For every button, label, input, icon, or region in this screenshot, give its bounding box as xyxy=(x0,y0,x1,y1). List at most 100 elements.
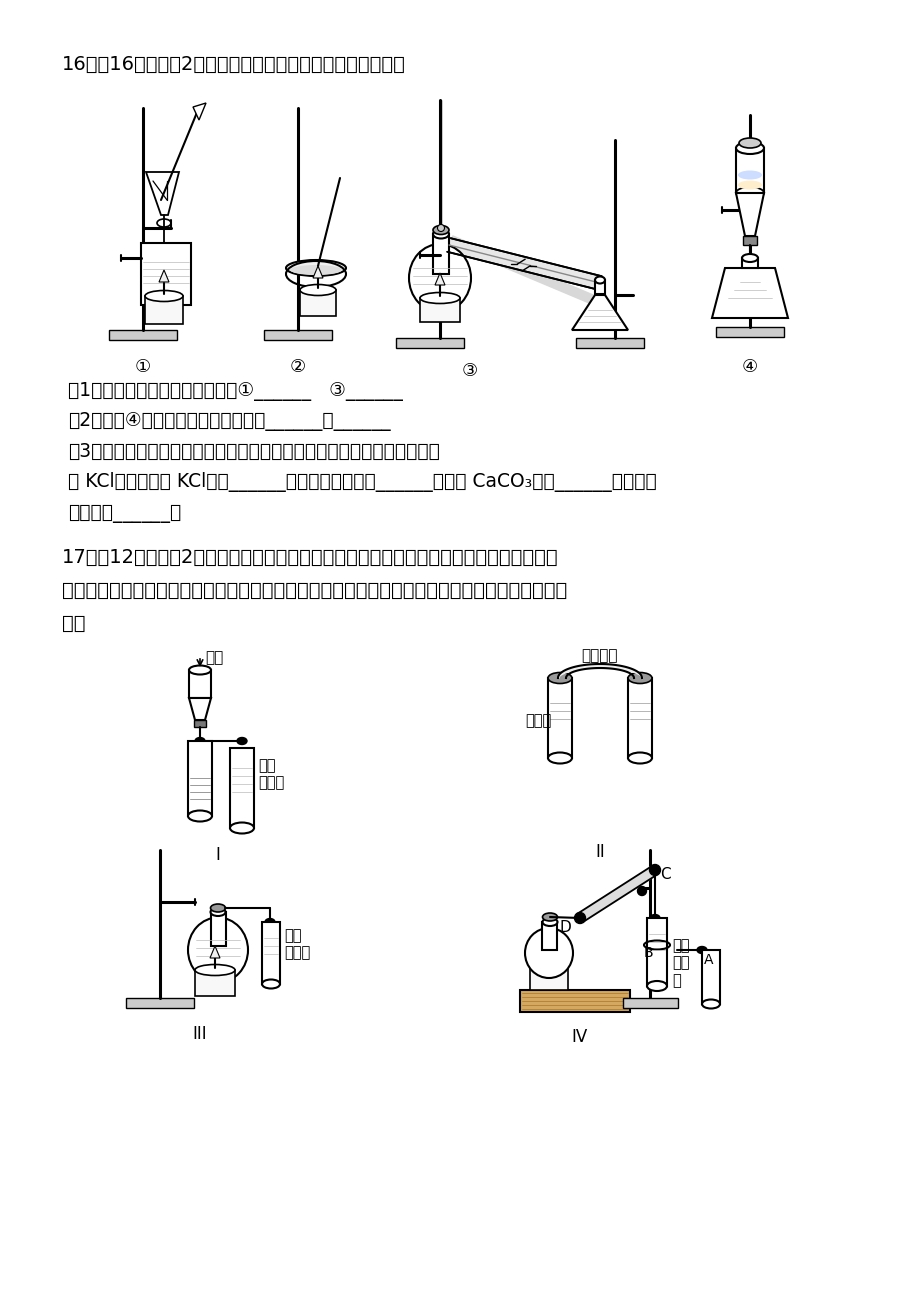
Ellipse shape xyxy=(210,904,225,911)
Ellipse shape xyxy=(433,229,448,238)
Polygon shape xyxy=(146,172,179,215)
Text: ①: ① xyxy=(135,358,151,376)
Polygon shape xyxy=(448,236,605,309)
Bar xyxy=(210,911,226,947)
Text: 盐酸: 盐酸 xyxy=(205,650,223,665)
Bar xyxy=(395,339,463,348)
Ellipse shape xyxy=(187,918,248,983)
Text: 质量相等: 质量相等 xyxy=(581,648,618,663)
Text: （1）写出图中实验操作的名称：①______   ③______: （1）写出图中实验操作的名称：①______ ③______ xyxy=(68,381,403,401)
Text: B: B xyxy=(643,947,652,960)
Bar xyxy=(742,258,757,268)
Ellipse shape xyxy=(437,224,444,232)
Text: 从 KCl溶液中获取 KCl晶体______；从海水中提取水______；分离 CaCO₃和水______；分离植: 从 KCl溶液中获取 KCl晶体______；从海水中提取水______；分离 … xyxy=(68,473,656,492)
Bar xyxy=(743,236,756,245)
Ellipse shape xyxy=(529,961,567,971)
Bar xyxy=(187,741,211,816)
Text: 澳清
石灰
水: 澳清 石灰 水 xyxy=(671,937,688,988)
Text: I: I xyxy=(215,846,221,865)
Ellipse shape xyxy=(289,266,342,275)
Text: 澳清
石灰水: 澳清 石灰水 xyxy=(257,758,284,790)
Ellipse shape xyxy=(262,979,279,988)
Bar xyxy=(541,922,556,950)
Ellipse shape xyxy=(735,187,763,199)
Text: ④: ④ xyxy=(741,358,757,376)
Ellipse shape xyxy=(548,673,572,684)
Ellipse shape xyxy=(628,673,652,684)
Ellipse shape xyxy=(738,138,760,148)
Bar xyxy=(264,329,332,340)
Ellipse shape xyxy=(548,753,572,763)
Bar xyxy=(188,671,210,698)
Ellipse shape xyxy=(737,181,761,190)
Bar xyxy=(300,290,335,316)
Polygon shape xyxy=(188,698,210,720)
Polygon shape xyxy=(193,103,206,120)
Ellipse shape xyxy=(742,254,757,262)
Polygon shape xyxy=(572,296,628,329)
Ellipse shape xyxy=(188,665,210,674)
Ellipse shape xyxy=(637,887,646,896)
Ellipse shape xyxy=(573,913,584,923)
Ellipse shape xyxy=(433,225,448,234)
Ellipse shape xyxy=(265,918,275,926)
Bar xyxy=(108,329,176,340)
Text: D: D xyxy=(560,921,571,935)
Bar xyxy=(622,999,677,1008)
Bar xyxy=(141,243,191,305)
Bar xyxy=(126,999,194,1008)
Ellipse shape xyxy=(737,171,761,180)
Ellipse shape xyxy=(420,293,460,303)
Text: 示。: 示。 xyxy=(62,615,85,633)
Bar xyxy=(433,234,448,273)
Bar xyxy=(145,296,183,324)
Polygon shape xyxy=(735,193,763,236)
Text: 澳清
石灰水: 澳清 石灰水 xyxy=(284,928,310,961)
Bar xyxy=(735,148,763,193)
Ellipse shape xyxy=(735,142,763,154)
Text: II: II xyxy=(595,842,604,861)
Ellipse shape xyxy=(649,865,660,875)
Text: A: A xyxy=(703,953,713,967)
Text: ②: ② xyxy=(289,358,306,376)
Polygon shape xyxy=(210,947,220,958)
Ellipse shape xyxy=(701,1000,720,1009)
Text: 稀盐酸: 稀盐酸 xyxy=(525,713,550,728)
Bar xyxy=(519,990,630,1012)
Ellipse shape xyxy=(237,737,246,745)
Ellipse shape xyxy=(646,980,666,991)
Ellipse shape xyxy=(542,913,557,921)
Bar xyxy=(194,720,206,727)
Bar xyxy=(628,678,652,758)
Text: 物油和水______。: 物油和水______。 xyxy=(68,504,181,523)
Text: ③: ③ xyxy=(461,362,478,380)
Bar xyxy=(715,327,783,337)
Polygon shape xyxy=(543,941,553,953)
Bar xyxy=(230,749,254,828)
Bar xyxy=(262,922,279,984)
Text: （3）下列实验需要在哪套装置中进行：（填序号，每套装置仅使用一次）: （3）下列实验需要在哪套装置中进行：（填序号，每套装置仅使用一次） xyxy=(68,441,439,461)
Bar xyxy=(529,966,567,990)
Ellipse shape xyxy=(542,918,557,926)
Bar xyxy=(701,950,720,1004)
Ellipse shape xyxy=(286,260,346,276)
Text: III: III xyxy=(192,1025,207,1043)
Polygon shape xyxy=(577,866,657,922)
Bar xyxy=(595,280,605,294)
Bar xyxy=(575,339,643,348)
Ellipse shape xyxy=(210,907,225,917)
Text: （2）装置④中所有玻璃付器的名称：______，______: （2）装置④中所有玻璃付器的名称：______，______ xyxy=(68,411,391,431)
Ellipse shape xyxy=(230,823,254,833)
Polygon shape xyxy=(711,268,788,318)
Ellipse shape xyxy=(300,285,335,296)
Ellipse shape xyxy=(650,914,659,922)
Ellipse shape xyxy=(628,753,652,763)
Bar xyxy=(420,298,460,322)
Ellipse shape xyxy=(145,290,183,302)
Text: 16、（16分，每穲2分）观察下列实验装置图，按要求作答：: 16、（16分，每穲2分）观察下列实验装置图，按要求作答： xyxy=(62,55,405,74)
Text: C: C xyxy=(659,867,670,881)
Bar xyxy=(548,678,572,758)
Polygon shape xyxy=(447,238,601,290)
Ellipse shape xyxy=(409,243,471,312)
Ellipse shape xyxy=(195,965,234,975)
